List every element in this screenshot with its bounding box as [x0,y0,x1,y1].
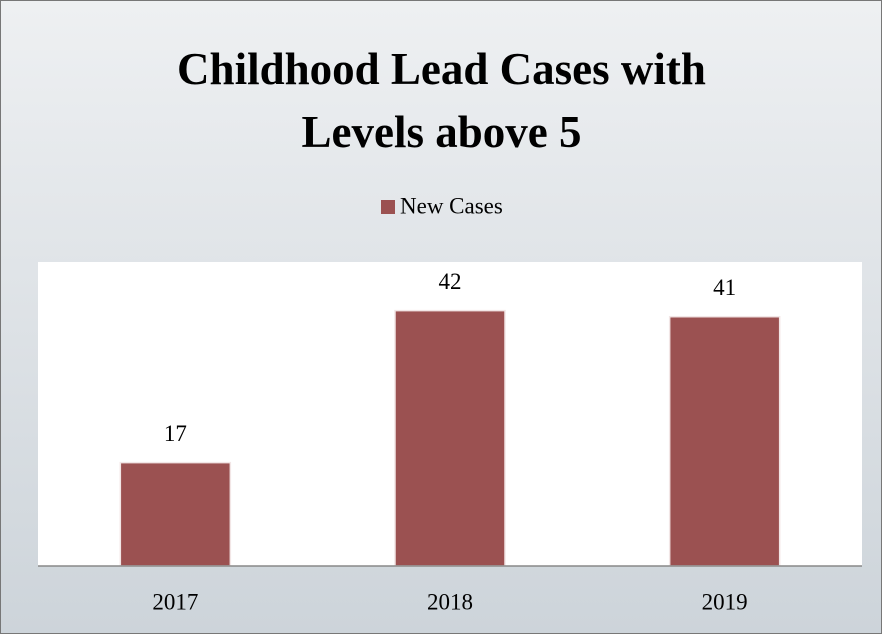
x-tick-label: 2017 [152,589,198,614]
chart-title: Childhood Lead Cases with Levels above 5 [177,44,706,157]
x-tick-label: 2018 [427,589,473,614]
legend-label: New Cases [400,193,503,218]
bar [119,461,232,567]
bar [394,309,506,567]
x-tick-label: 2019 [702,589,748,614]
data-label: 42 [439,269,462,294]
bar [668,315,781,567]
legend-swatch [381,200,395,214]
data-label: 41 [713,275,736,300]
data-label: 17 [164,421,187,446]
